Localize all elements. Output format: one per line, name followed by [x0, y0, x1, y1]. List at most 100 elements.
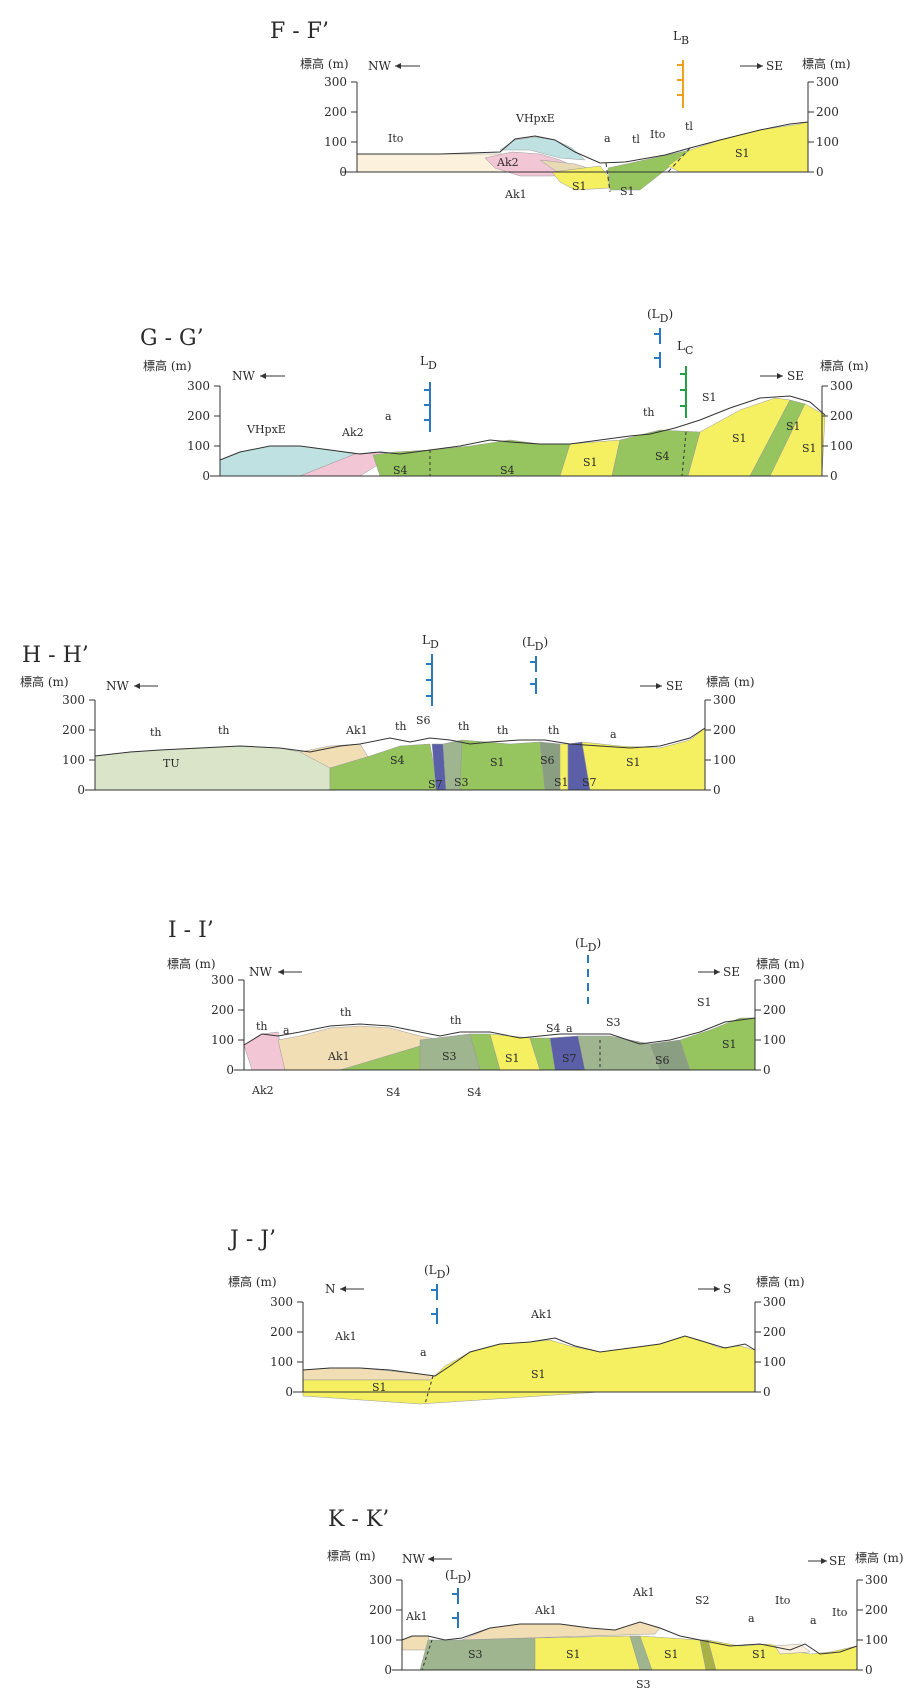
- unit-label: Ak1: [405, 1610, 428, 1623]
- tick-label: 200: [62, 723, 85, 737]
- unit-label: S4: [467, 1086, 482, 1099]
- lineament-ld-inferred: [431, 1284, 438, 1324]
- unit-label: Ito: [775, 1594, 791, 1607]
- left-tick-labels: 300 200 100 0: [62, 693, 85, 797]
- unit-label: VHpxE: [246, 423, 286, 436]
- unit-label: tl: [632, 133, 640, 146]
- unit-label: S3: [454, 776, 469, 789]
- section-kk: K - K’ 標高 (m) 標高 (m) 300 200 100 0 300 2…: [327, 1507, 904, 1691]
- lineament-label: LC: [677, 339, 693, 357]
- tick-label: 100: [763, 1355, 786, 1369]
- unit-label: S6: [655, 1054, 670, 1067]
- layer-s3-right: [577, 1035, 661, 1071]
- tick-label: 300: [713, 693, 736, 707]
- y-axis-label-right: 標高 (m): [706, 674, 755, 689]
- unit-label: th: [548, 724, 560, 737]
- y-axis-label-left: 標高 (m): [228, 1274, 277, 1289]
- lineament-label: (LD): [424, 1263, 450, 1281]
- section-ff: F - F’ 標高 (m) 標高 (m) 300 200 100 0 300 2…: [270, 19, 851, 201]
- unit-label: Ak2: [341, 426, 364, 439]
- lineament-label: (LD): [575, 936, 601, 954]
- unit-label: S1: [664, 1648, 679, 1661]
- paren: ): [668, 307, 673, 321]
- tick-label: 200: [369, 1603, 392, 1617]
- unit-label: S4: [546, 1022, 561, 1035]
- y-axis-label-right: 標高 (m): [756, 1274, 805, 1289]
- paren: ): [445, 1263, 450, 1277]
- lineament-subscript: D: [428, 359, 437, 372]
- direction-left: N: [325, 1282, 336, 1296]
- unit-label: th: [395, 720, 407, 733]
- y-axis-label-right: 標高 (m): [820, 358, 869, 373]
- unit-label: a: [420, 1346, 427, 1359]
- section-gg: G - G’ 標高 (m) 標高 (m) 300 200 100 0 300 2…: [140, 307, 869, 483]
- tick-label: 0: [763, 1063, 771, 1077]
- unit-label: Ito: [832, 1606, 848, 1619]
- fault-line: [667, 147, 691, 173]
- unit-label: S3: [606, 1016, 621, 1029]
- y-axis-label-left: 標高 (m): [143, 358, 192, 373]
- left-tick-labels: 300 200 100 0: [324, 75, 347, 179]
- tick-label: 100: [187, 439, 210, 453]
- unit-label: S4: [386, 1086, 401, 1099]
- unit-label: Ak1: [530, 1308, 553, 1321]
- y-axis-label-right: 標高 (m): [756, 956, 805, 971]
- right-tick-labels: 300 200 100 0: [816, 75, 839, 179]
- tick-label: 100: [865, 1633, 888, 1647]
- right-tick-labels: 300 200 100 0: [713, 693, 736, 797]
- surface-line: [94, 727, 706, 757]
- unit-label: S1: [372, 1381, 387, 1394]
- unit-label: TU: [163, 757, 180, 770]
- unit-label: Ak1: [504, 188, 527, 201]
- tick-label: 200: [211, 1003, 234, 1017]
- unit-label: th: [150, 726, 162, 739]
- unit-label: S3: [636, 1678, 651, 1691]
- unit-label: S1: [566, 1648, 581, 1661]
- lineament-subscript: D: [430, 638, 439, 651]
- lineament-subscript: D: [437, 1268, 446, 1281]
- unit-label: th: [497, 724, 509, 737]
- lineament-subscript: D: [535, 640, 544, 653]
- ticks: [351, 81, 814, 173]
- unit-label: Ak1: [345, 724, 368, 737]
- tick-label: 0: [202, 469, 210, 483]
- layer-s1-green: [679, 1017, 756, 1071]
- unit-label: VHpxE: [515, 112, 555, 125]
- direction-left: NW: [106, 679, 130, 693]
- lineament-subscript: B: [681, 34, 689, 47]
- unit-label: S1: [490, 756, 505, 769]
- tick-label: 300: [865, 1573, 888, 1587]
- unit-label: th: [340, 1006, 352, 1019]
- tick-label: 0: [339, 165, 347, 179]
- direction-right: SE: [766, 59, 783, 73]
- unit-label: Ak1: [534, 1604, 557, 1617]
- unit-label: a: [604, 132, 611, 145]
- arrowhead-left: [134, 683, 140, 689]
- lineament-subscript: D: [660, 312, 669, 325]
- lineament-label: LD: [420, 354, 437, 372]
- lineament-subscript: D: [458, 1573, 467, 1586]
- lineament-ld: [426, 654, 433, 706]
- unit-label: a: [283, 1024, 290, 1037]
- surface-line: [302, 1335, 756, 1377]
- section-title: K - K’: [328, 1507, 389, 1532]
- right-tick-labels: 300 200 100 0: [830, 379, 853, 483]
- tick-label: 0: [763, 1385, 771, 1399]
- unit-label: S1: [802, 442, 817, 455]
- unit-labels: Ak1 Ak1 Ak1 S2 Ito a a Ito S3 S1 S1 S1 S…: [405, 1586, 848, 1691]
- arrowhead-right: [714, 969, 720, 975]
- tick-label: 300: [763, 973, 786, 987]
- tick-label: 0: [865, 1663, 873, 1677]
- unit-label: S1: [505, 1052, 520, 1065]
- arrowhead-right: [821, 1558, 827, 1564]
- ticks: [214, 385, 828, 477]
- ticks: [238, 979, 761, 1071]
- fault-line: [605, 162, 611, 193]
- ticks: [297, 1301, 761, 1393]
- lineament-label: LD: [422, 633, 439, 651]
- unit-label: S1: [786, 420, 801, 433]
- unit-label: S1: [697, 996, 712, 1009]
- unit-label: S1: [722, 1038, 737, 1051]
- left-tick-labels: 300 200 100 0: [211, 973, 234, 1077]
- tick-label: 100: [763, 1033, 786, 1047]
